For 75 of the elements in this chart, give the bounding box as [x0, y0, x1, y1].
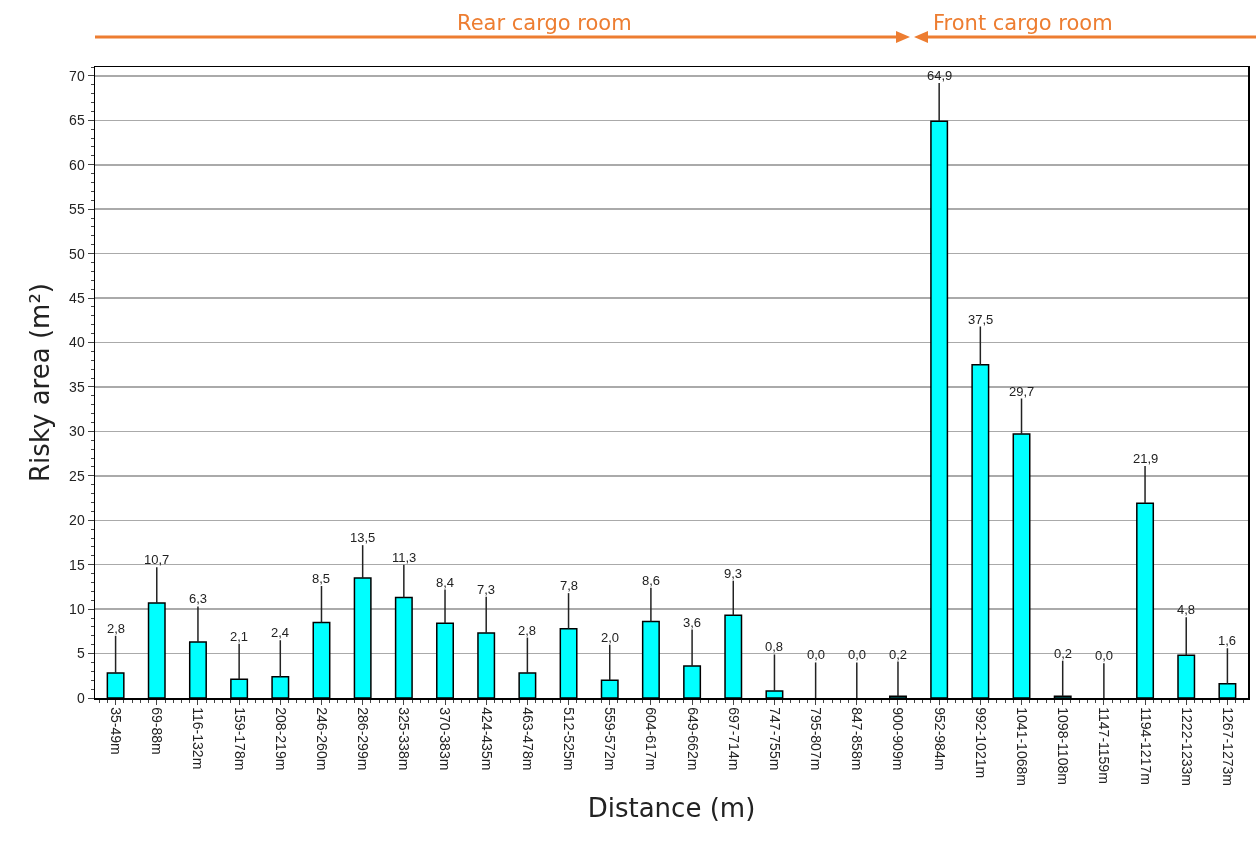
x-tick-label: 463-478m [519, 707, 536, 771]
x-tick-label: 1267-1273m [1219, 707, 1236, 786]
data-label: 0,0 [848, 647, 867, 662]
y-axis-title: Risky area (m²) [24, 283, 55, 482]
text: Front cargo room [933, 11, 1113, 35]
x-tick-label: 847-858m [849, 707, 866, 771]
data-label: 21,9 [1133, 451, 1159, 466]
x-tick-label: 1098-1108m [1055, 707, 1072, 785]
y-tick-label: 70 [69, 67, 85, 84]
y-tick-label: 50 [69, 245, 85, 262]
data-label: 2,8 [518, 623, 537, 638]
x-axis-title: Distance (m) [587, 793, 756, 824]
x-tick-label: 649-662m [684, 707, 701, 771]
y-tick-label: 35 [69, 378, 85, 395]
x-tick-label: 604-617m [643, 707, 660, 771]
data-label: 8,4 [436, 575, 455, 590]
x-tick-label: 69-88m [149, 707, 166, 755]
data-label: 0,0 [807, 647, 826, 662]
x-tick-label: 286-299m [355, 707, 372, 771]
data-label: 8,6 [642, 573, 661, 588]
y-tick-label: 25 [69, 467, 85, 484]
x-tick-label: 35-49m [108, 707, 125, 755]
x-tick-label: 1147-1159m [1096, 707, 1113, 784]
y-tick-label: 30 [69, 423, 85, 440]
data-label: 1,6 [1218, 633, 1237, 648]
data-label: 0,0 [1095, 648, 1114, 663]
data-label: 2,0 [601, 630, 620, 645]
data-label: 0,2 [889, 647, 908, 662]
data-label: 9,3 [724, 566, 743, 581]
x-tick-label: 208-219m [272, 707, 289, 771]
x-tick-label: 159-178m [231, 707, 248, 771]
x-tick-label: 992-1021m [972, 707, 989, 779]
y-tick-label: 5 [76, 645, 85, 662]
data-label: 3,6 [683, 615, 702, 630]
x-tick-label: 1222-1233m [1178, 707, 1195, 786]
data-label: 2,1 [230, 629, 249, 644]
y-tick-label: 55 [69, 201, 85, 218]
x-tick-label: 370-383m [437, 707, 454, 771]
data-label: 0,2 [1054, 646, 1073, 661]
data-label: 64,9 [927, 68, 953, 83]
y-tick-label: 0 [76, 689, 85, 706]
x-tick-label: 559-572m [602, 707, 619, 771]
x-tick-label: 512-525m [561, 707, 577, 771]
data-label: 11,3 [392, 550, 417, 565]
x-tick-label: 246-260m [313, 707, 330, 771]
data-label: 2,8 [107, 621, 126, 636]
data-label: 13,5 [350, 530, 376, 545]
data-label: 0,8 [765, 639, 784, 654]
x-tick-label: 697-714m [725, 707, 742, 771]
data-label: 6,3 [189, 591, 208, 606]
x-tick-label: 325-338m [396, 707, 413, 771]
x-tick-label: 116-132m [190, 707, 207, 770]
data-label: 37,5 [968, 312, 994, 327]
x-tick-label: 952-984m [931, 707, 948, 771]
text: Rear cargo room [457, 11, 632, 35]
x-tick-label: 424-435m [478, 707, 495, 771]
y-tick-label: 40 [69, 334, 85, 351]
x-tick-label: 747-755m [766, 707, 783, 771]
x-tick-label: 1041-1068m [1013, 707, 1030, 786]
data-label: 8,5 [312, 571, 331, 586]
x-tick-label: 1194-1217m [1137, 707, 1154, 785]
data-label: 10,7 [144, 552, 170, 567]
y-tick-label: 15 [69, 556, 85, 573]
x-tick-label: 795-807m [808, 707, 825, 771]
x-tick-label: 900-909m [890, 707, 907, 771]
y-tick-label: 60 [69, 156, 85, 173]
y-tick-label: 10 [69, 601, 85, 618]
y-tick-label: 65 [69, 112, 85, 129]
y-tick-label: 45 [69, 289, 85, 306]
data-label: 7,8 [560, 578, 579, 593]
y-tick-label: 20 [69, 512, 85, 529]
data-label: 7,3 [477, 582, 496, 597]
data-label: 4,8 [1177, 602, 1196, 617]
data-label: 29,7 [1009, 384, 1035, 399]
data-label: 2,4 [271, 625, 290, 640]
